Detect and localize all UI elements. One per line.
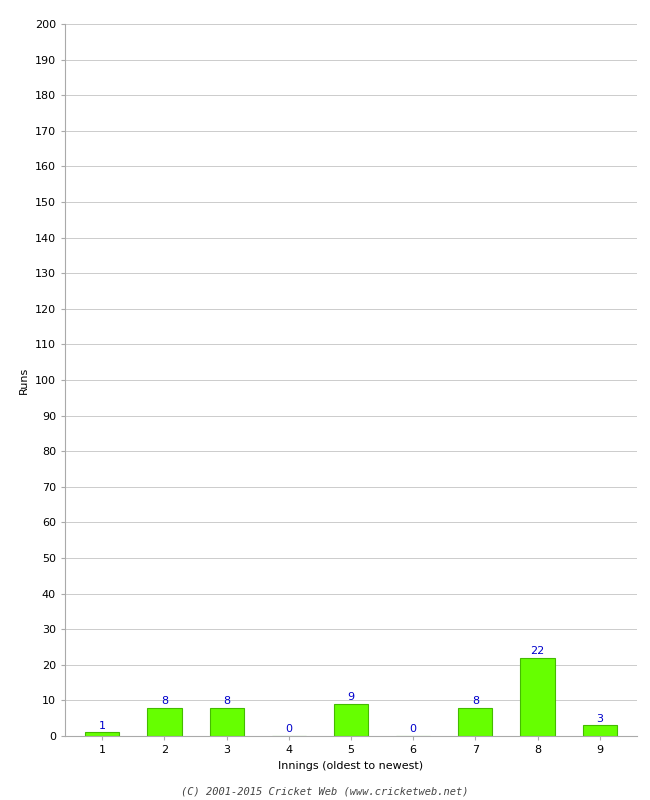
Y-axis label: Runs: Runs	[20, 366, 29, 394]
Text: 9: 9	[348, 692, 354, 702]
Text: 22: 22	[530, 646, 545, 656]
X-axis label: Innings (oldest to newest): Innings (oldest to newest)	[278, 761, 424, 770]
Text: 0: 0	[285, 724, 293, 734]
Text: 8: 8	[472, 696, 479, 706]
Text: 3: 3	[596, 714, 603, 723]
Text: 8: 8	[223, 696, 230, 706]
Bar	[582, 726, 617, 736]
Text: 1: 1	[99, 721, 106, 730]
Bar	[148, 707, 181, 736]
Bar	[209, 707, 244, 736]
Text: (C) 2001-2015 Cricket Web (www.cricketweb.net): (C) 2001-2015 Cricket Web (www.cricketwe…	[181, 786, 469, 796]
Bar	[521, 658, 554, 736]
Bar	[458, 707, 493, 736]
Bar	[85, 733, 120, 736]
Bar	[334, 704, 368, 736]
Text: 8: 8	[161, 696, 168, 706]
Text: 0: 0	[410, 724, 417, 734]
